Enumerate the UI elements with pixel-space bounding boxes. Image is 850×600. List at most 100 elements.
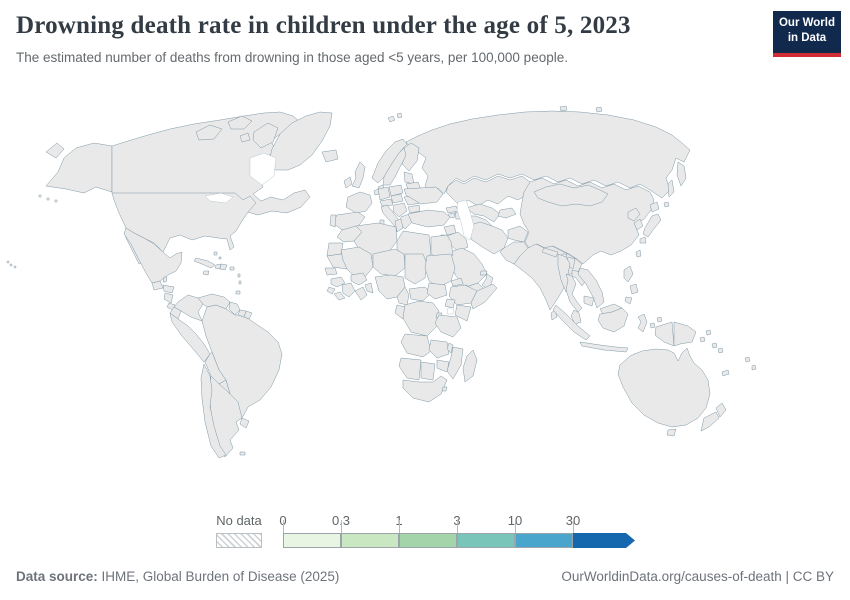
country-sudan[interactable] xyxy=(424,253,456,288)
country-botswana[interactable] xyxy=(420,361,436,381)
country-bulgaria[interactable] xyxy=(407,204,421,214)
country-canada-arctic[interactable] xyxy=(227,115,253,130)
country-australia[interactable] xyxy=(617,347,711,428)
country-ukraine[interactable] xyxy=(403,186,444,205)
country-indonesia-west-papua[interactable] xyxy=(654,321,675,347)
country-tasmania[interactable] xyxy=(666,428,677,437)
legend-segment-10-30[interactable] xyxy=(515,533,573,548)
country-burkina-faso[interactable] xyxy=(350,272,368,286)
country-finland[interactable] xyxy=(401,142,420,172)
country-namibia[interactable] xyxy=(398,357,422,381)
country-cambodia[interactable] xyxy=(583,295,595,307)
country-madagascar[interactable] xyxy=(462,349,478,383)
country-lesser-antilles[interactable] xyxy=(238,280,242,285)
country-indonesia-java[interactable] xyxy=(579,341,629,353)
country-japan[interactable] xyxy=(642,213,662,238)
country-ghana[interactable] xyxy=(354,286,368,301)
legend-segment-1-3[interactable] xyxy=(399,533,457,548)
country-canada-arctic[interactable] xyxy=(195,124,223,141)
country-switzerland-austria[interactable] xyxy=(379,198,394,207)
country-kazakhstan[interactable] xyxy=(445,175,531,207)
country-hawaii[interactable] xyxy=(13,265,17,269)
country-poland[interactable] xyxy=(388,184,404,197)
country-solomon-islands[interactable] xyxy=(717,347,724,354)
country-falkland-islands[interactable] xyxy=(239,451,246,456)
country-guinea[interactable] xyxy=(330,276,346,288)
country-portugal[interactable] xyxy=(329,214,337,228)
country-uae[interactable] xyxy=(479,270,488,276)
legend-segment-0.3-1[interactable] xyxy=(341,533,399,548)
country-papua-new-guinea[interactable] xyxy=(699,336,706,343)
country-baltics[interactable] xyxy=(403,171,415,185)
country-canada-baffin[interactable] xyxy=(252,122,279,149)
legend-segment-30-plus[interactable] xyxy=(573,533,635,548)
country-hawaii[interactable] xyxy=(6,260,10,264)
country-dominican-republic[interactable] xyxy=(219,263,228,271)
country-new-zealand-south[interactable] xyxy=(700,411,720,432)
country-angola[interactable] xyxy=(400,333,432,358)
country-liberia[interactable] xyxy=(333,291,346,301)
country-philippines[interactable] xyxy=(629,283,639,295)
country-guyana[interactable] xyxy=(228,301,241,316)
country-indonesia-moluccas[interactable] xyxy=(656,316,663,323)
country-norway-svalbard[interactable] xyxy=(396,112,403,119)
country-usa-aleutians[interactable] xyxy=(54,199,58,203)
legend-segment-0-0.3[interactable] xyxy=(283,533,341,548)
country-ireland[interactable] xyxy=(343,176,353,189)
country-czechia-hungary[interactable] xyxy=(390,193,404,204)
country-cote-divoire[interactable] xyxy=(341,282,356,298)
country-taiwan[interactable] xyxy=(635,249,642,258)
country-philippines[interactable] xyxy=(623,265,634,283)
country-uganda[interactable] xyxy=(444,298,456,309)
country-norway[interactable] xyxy=(371,138,408,184)
owid-citation-link[interactable]: OurWorldinData.org/causes-of-death | CC … xyxy=(561,569,834,584)
country-philippines[interactable] xyxy=(624,296,633,305)
country-russia[interactable] xyxy=(405,110,691,199)
country-eswatini[interactable] xyxy=(441,386,448,392)
country-tanzania[interactable] xyxy=(434,314,462,338)
country-somalia[interactable] xyxy=(470,283,498,310)
country-tunisia[interactable] xyxy=(394,218,404,233)
country-nicaragua[interactable] xyxy=(163,292,174,304)
owid-logo[interactable]: Our World in Data xyxy=(773,11,841,57)
country-germany[interactable] xyxy=(377,186,391,201)
country-russia-arctic-isles[interactable] xyxy=(595,106,603,113)
legend-color-bar[interactable] xyxy=(283,533,635,548)
country-norway-svalbard[interactable] xyxy=(387,115,396,123)
country-mexico[interactable] xyxy=(123,227,183,284)
country-togo-benin[interactable] xyxy=(364,282,374,294)
country-trinidad[interactable] xyxy=(235,290,241,295)
country-benelux[interactable] xyxy=(373,188,380,196)
country-gabon-congo[interactable] xyxy=(394,304,406,320)
country-zimbabwe[interactable] xyxy=(436,359,450,373)
country-south-africa[interactable] xyxy=(402,375,448,403)
country-fiji[interactable] xyxy=(751,364,757,371)
country-cuba[interactable] xyxy=(193,257,216,269)
country-japan[interactable] xyxy=(649,201,660,213)
country-indonesia-borneo[interactable] xyxy=(597,307,629,333)
country-russia-sakhalin[interactable] xyxy=(667,179,675,198)
country-fiji[interactable] xyxy=(744,356,751,363)
country-mongolia[interactable] xyxy=(533,183,609,207)
country-thailand[interactable] xyxy=(565,273,583,313)
country-russia-kamchatka[interactable] xyxy=(676,161,687,187)
country-turkey[interactable] xyxy=(407,209,451,228)
country-papua-new-guinea[interactable] xyxy=(705,329,712,336)
country-bahamas[interactable] xyxy=(218,256,222,260)
country-south-sudan[interactable] xyxy=(426,282,448,300)
country-honduras[interactable] xyxy=(162,284,175,294)
no-data-swatch[interactable] xyxy=(216,533,262,548)
country-iceland[interactable] xyxy=(321,149,339,163)
country-uruguay[interactable] xyxy=(239,417,250,429)
country-solomon-islands[interactable] xyxy=(711,342,718,349)
country-iran[interactable] xyxy=(467,221,509,255)
country-sierra-leone[interactable] xyxy=(326,286,336,295)
country-afghanistan[interactable] xyxy=(507,225,529,243)
country-chad[interactable] xyxy=(404,253,428,285)
country-niger[interactable] xyxy=(372,248,406,277)
country-belize[interactable] xyxy=(162,276,168,283)
country-russia-arctic-isles[interactable] xyxy=(559,105,568,112)
country-bahamas[interactable] xyxy=(213,251,218,256)
country-malaysia[interactable] xyxy=(570,309,582,325)
country-south-korea[interactable] xyxy=(633,218,644,231)
